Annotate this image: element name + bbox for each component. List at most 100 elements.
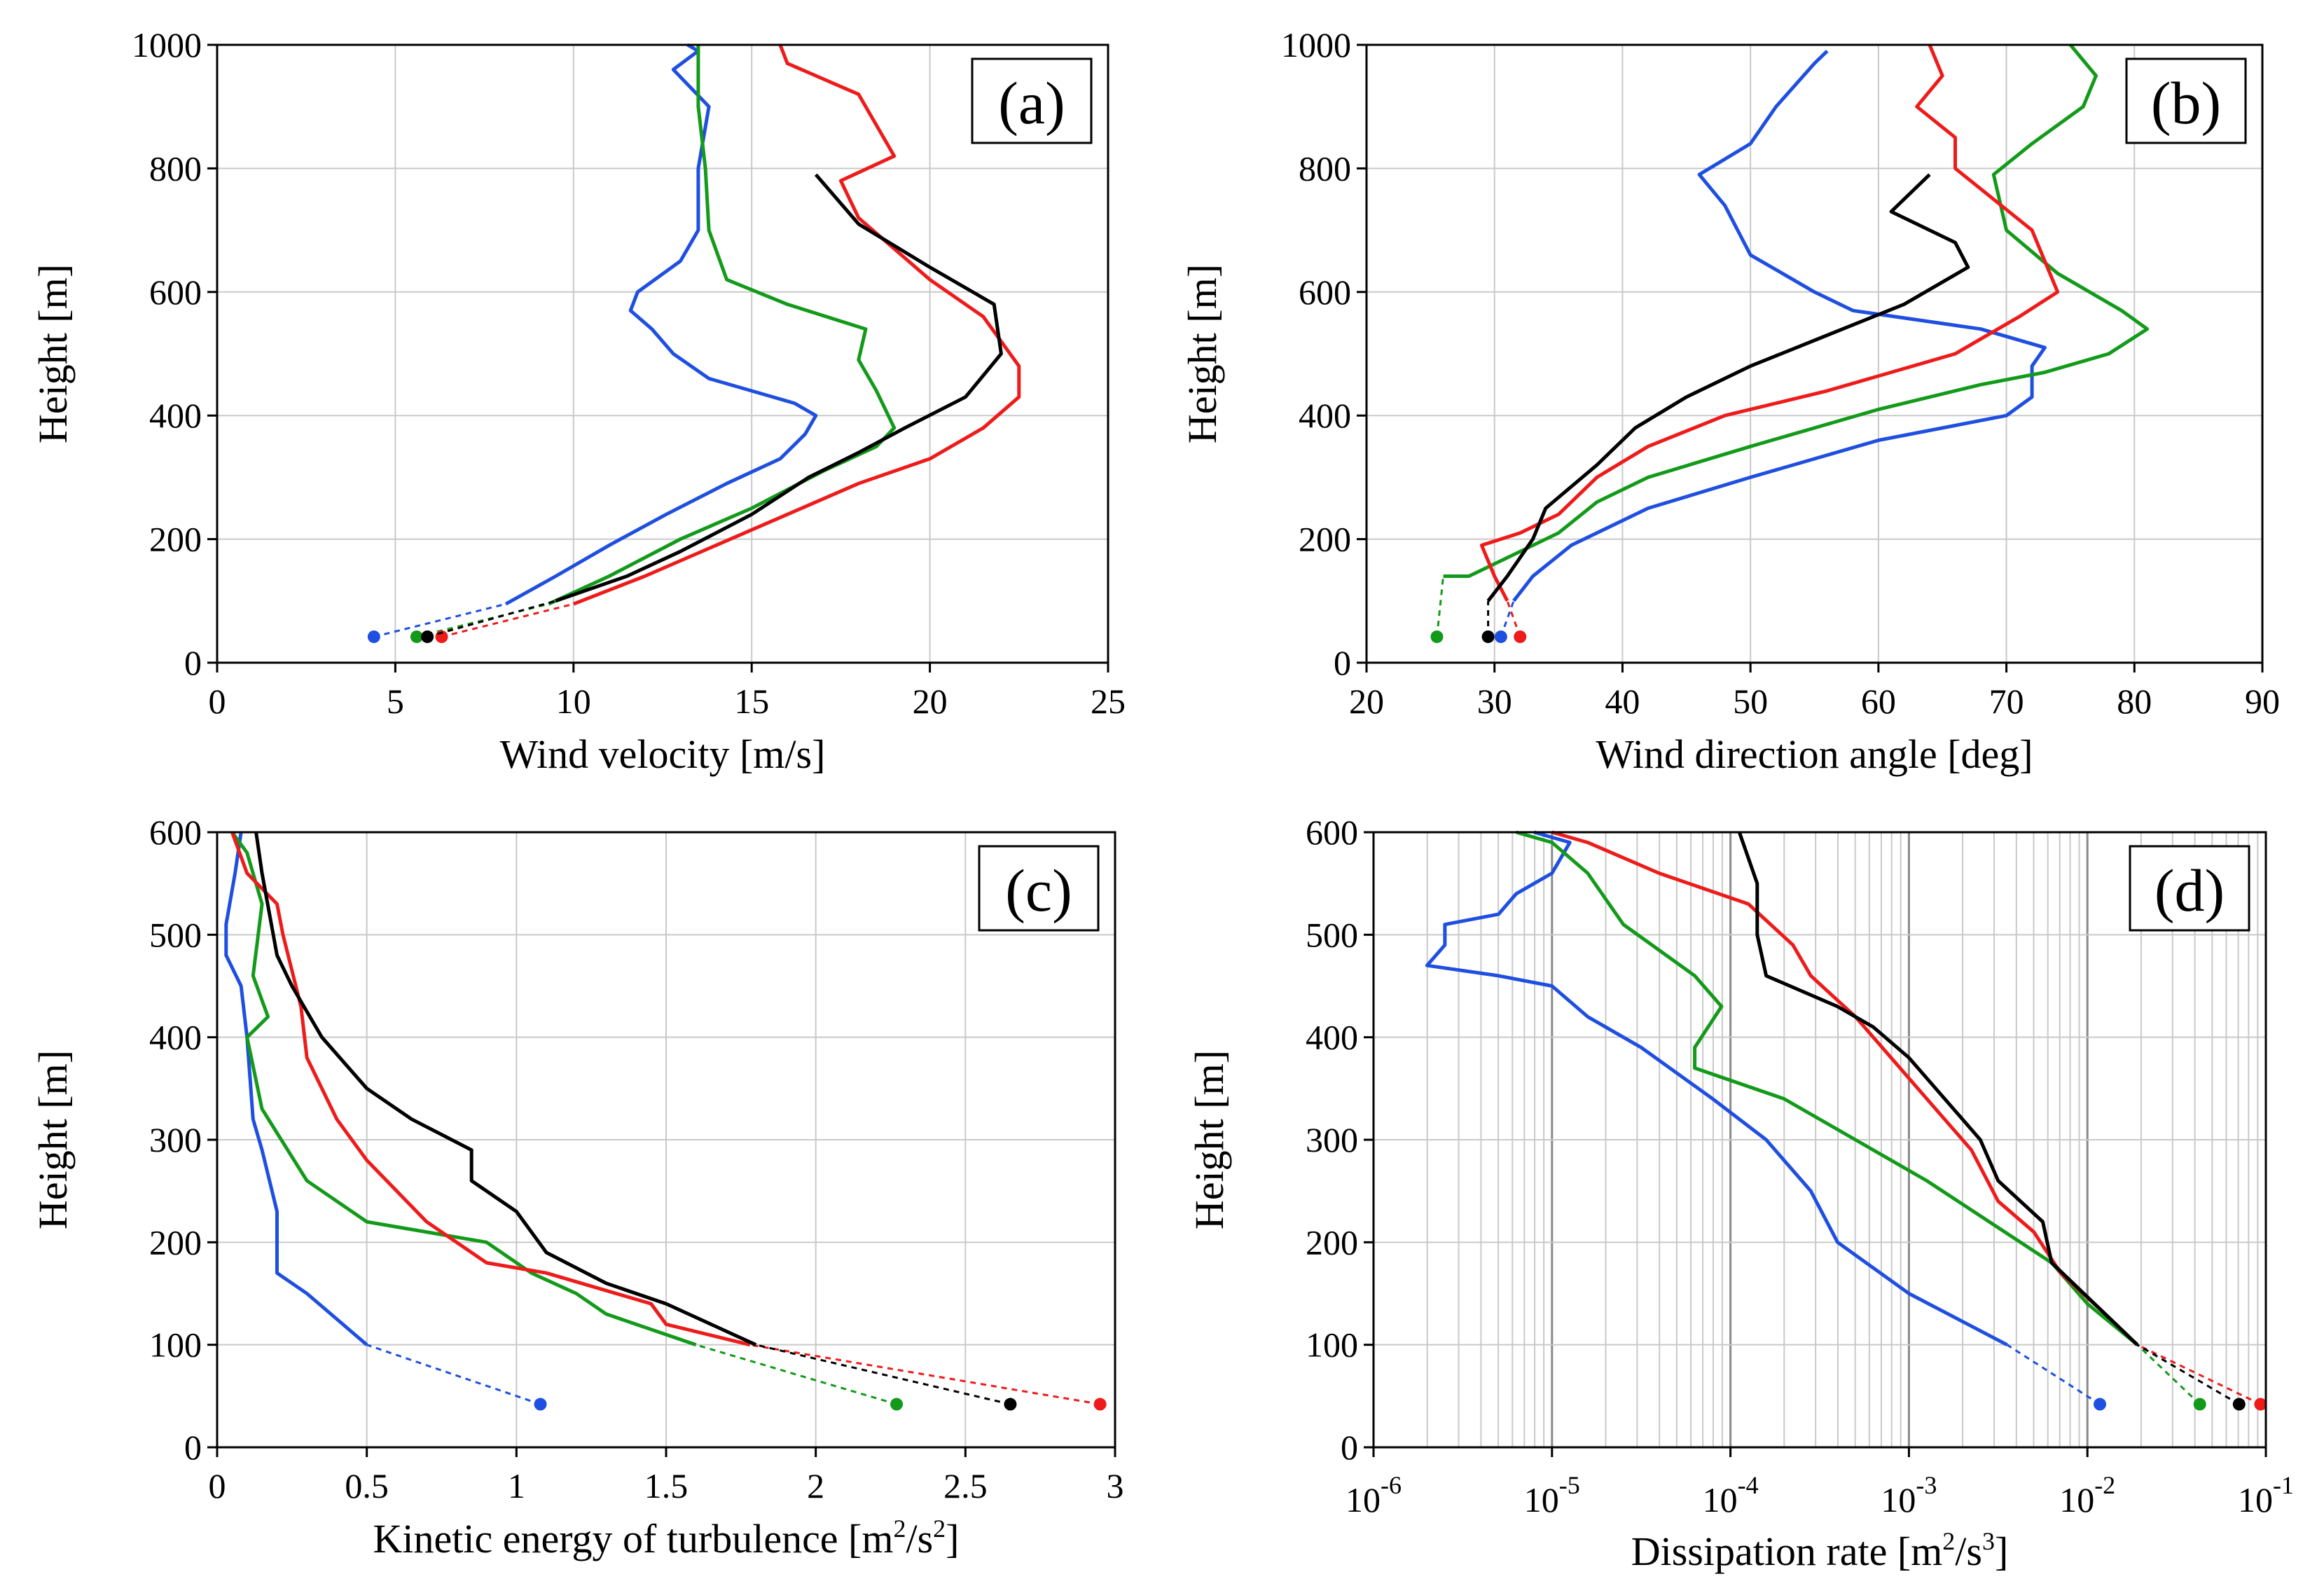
series-marker-black bbox=[1004, 1398, 1017, 1411]
series-ext-blue bbox=[2006, 1344, 2101, 1405]
panel-a-yticks: 0 200 400 600 800 1000 bbox=[132, 25, 217, 682]
series-ext-black bbox=[2136, 1344, 2240, 1405]
series-marker-green bbox=[890, 1398, 904, 1411]
y-tick-label: 1000 bbox=[1281, 25, 1351, 64]
y-tick-label: 100 bbox=[1306, 1325, 1358, 1365]
panel-d-xticks: 10-6 10-5 10-4 10-3 10-2 10-1 bbox=[1346, 1447, 2294, 1519]
x-tick-label: 3 bbox=[1107, 1466, 1124, 1505]
x-tick-label: 40 bbox=[1605, 682, 1640, 721]
y-tick-label: 200 bbox=[1299, 520, 1351, 559]
series-ext-blue bbox=[1500, 600, 1515, 637]
y-tick-label: 100 bbox=[149, 1325, 202, 1365]
y-tick-label: 500 bbox=[1306, 915, 1358, 954]
panel-a-ylabel: Height [m] bbox=[30, 264, 76, 443]
y-tick-label: 400 bbox=[1299, 396, 1351, 435]
series-ext-green bbox=[2136, 1344, 2201, 1405]
series-marker-blue bbox=[1494, 630, 1507, 643]
y-tick-label: 200 bbox=[1306, 1222, 1358, 1262]
series-line-red bbox=[1479, 44, 2060, 602]
y-tick-label: 200 bbox=[149, 520, 202, 559]
series-marker-black bbox=[2232, 1398, 2246, 1411]
panel-b-label: (b) bbox=[2151, 69, 2221, 137]
y-tick-label: 800 bbox=[149, 149, 202, 188]
series-marker-black bbox=[1481, 630, 1495, 643]
y-tick-label: 0 bbox=[1341, 1428, 1358, 1467]
y-tick-label: 600 bbox=[149, 813, 202, 852]
series-marker-red bbox=[2254, 1398, 2267, 1411]
y-tick-label: 400 bbox=[149, 396, 202, 435]
x-tick-label: 0 bbox=[209, 682, 226, 721]
x-tick-label: 5 bbox=[387, 682, 404, 721]
series-marker-black bbox=[421, 630, 434, 643]
x-tick-label: 0.5 bbox=[345, 1466, 389, 1505]
panel-d-xlabel: Dissipation rate [m2/s3] bbox=[1631, 1527, 2009, 1574]
y-tick-label: 400 bbox=[1306, 1018, 1358, 1057]
panel-c-yticks: 0 100 200 300 400 500 600 bbox=[149, 813, 217, 1467]
y-tick-label: 600 bbox=[1299, 273, 1351, 312]
panel-c-xticks: 0 0.5 1 1.5 2 2.5 3 bbox=[209, 1447, 1124, 1505]
y-tick-label: 0 bbox=[184, 643, 202, 682]
panel-a-frame bbox=[216, 43, 1109, 664]
panel-c-label-box: (c) bbox=[978, 845, 1100, 932]
x-tick-label: 10-2 bbox=[2059, 1471, 2115, 1519]
panel-b-ylabel: Height [m] bbox=[1180, 264, 1225, 443]
series-marker-red bbox=[1514, 630, 1527, 643]
x-tick-label: 2 bbox=[807, 1466, 824, 1505]
series-ext-black bbox=[755, 1344, 1011, 1405]
series-line-red bbox=[572, 44, 1021, 606]
series-marker-blue bbox=[2094, 1398, 2107, 1411]
y-tick-label: 0 bbox=[1334, 643, 1351, 682]
series-line-green bbox=[230, 831, 697, 1347]
series-line-green bbox=[548, 45, 897, 606]
y-tick-label: 200 bbox=[149, 1222, 202, 1262]
series-marker-blue bbox=[534, 1398, 547, 1411]
panel-a-xlabel: Wind velocity [m/s] bbox=[500, 731, 826, 777]
series-line-red bbox=[230, 832, 751, 1347]
panel-c-series bbox=[224, 831, 1107, 1411]
series-marker-green bbox=[410, 630, 423, 643]
series-ext-red bbox=[441, 602, 574, 638]
series-line-blue bbox=[1425, 830, 2008, 1346]
x-tick-label: 0 bbox=[209, 1466, 226, 1505]
panel-b-yticks: 0 200 400 600 800 1000 bbox=[1281, 25, 1367, 682]
series-marker-green bbox=[1430, 630, 1444, 643]
x-tick-label: 25 bbox=[1091, 682, 1126, 721]
y-tick-label: 300 bbox=[149, 1120, 202, 1159]
series-line-black bbox=[1486, 173, 1970, 602]
series-marker-red bbox=[1093, 1398, 1107, 1411]
y-tick-label: 0 bbox=[184, 1428, 202, 1467]
series-ext-red bbox=[749, 1344, 1100, 1405]
panel-a-xticks: 0 5 10 15 20 25 bbox=[209, 663, 1126, 721]
x-tick-label: 2.5 bbox=[943, 1466, 988, 1505]
panel-d-ylabel: Height [m] bbox=[1187, 1050, 1232, 1229]
x-tick-label: 80 bbox=[2117, 682, 2152, 721]
panel-d-yticks: 0 100 200 300 400 500 600 bbox=[1306, 813, 1374, 1467]
series-line-blue bbox=[1512, 50, 2047, 602]
panel-a-label: (a) bbox=[998, 69, 1065, 137]
series-ext-red bbox=[1506, 600, 1521, 637]
panel-c: 0 0.5 1 1.5 2 2.5 3 0 100 200 300 400 500 600 (c) Ki… bbox=[30, 813, 1124, 1561]
series-line-green bbox=[1516, 830, 2139, 1346]
panel-d-label-box: (d) bbox=[2129, 845, 2250, 932]
x-tick-label: 1 bbox=[508, 1466, 525, 1505]
panel-c-label: (c) bbox=[1005, 857, 1072, 924]
series-line-blue bbox=[224, 832, 368, 1346]
series-ext-red bbox=[2136, 1344, 2262, 1405]
x-tick-label: 10-1 bbox=[2238, 1471, 2294, 1519]
y-tick-label: 600 bbox=[1306, 813, 1358, 852]
x-tick-label: 20 bbox=[1349, 682, 1384, 721]
panel-d-label: (d) bbox=[2154, 857, 2225, 924]
x-tick-label: 10-3 bbox=[1881, 1471, 1937, 1519]
x-tick-label: 30 bbox=[1477, 682, 1512, 721]
x-tick-label: 15 bbox=[734, 682, 769, 721]
series-marker-green bbox=[2193, 1398, 2206, 1411]
panel-c-ylabel: Height [m] bbox=[30, 1050, 76, 1229]
series-line-red bbox=[1551, 830, 2139, 1346]
series-ext-black bbox=[427, 600, 556, 638]
y-tick-label: 400 bbox=[149, 1018, 202, 1057]
x-tick-label: 10-6 bbox=[1346, 1471, 1402, 1519]
series-line-black bbox=[1737, 832, 2139, 1346]
panel-b-series bbox=[1430, 43, 2150, 643]
panel-b-frame bbox=[1365, 43, 2264, 664]
